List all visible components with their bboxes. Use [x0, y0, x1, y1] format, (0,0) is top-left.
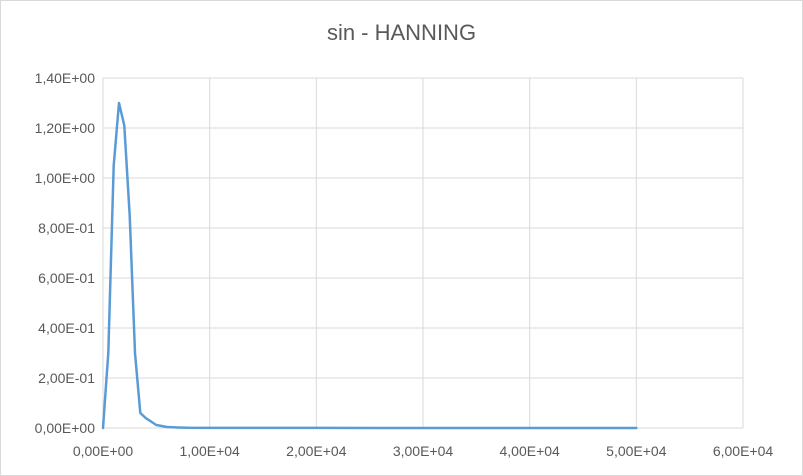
y-tick-label: 1,00E+00	[35, 170, 96, 186]
series-group	[101, 101, 638, 430]
x-tick-label: 6,00E+04	[713, 443, 774, 459]
gridlines	[102, 77, 744, 429]
x-tick-label: 4,00E+04	[499, 443, 560, 459]
chart-title: sin - HANNING	[326, 20, 477, 45]
y-tick-label: 1,20E+00	[35, 120, 96, 136]
series-line	[101, 101, 638, 430]
y-tick-label: 1,40E+00	[35, 70, 96, 86]
y-tick-label: 2,00E-01	[38, 370, 95, 386]
y-tick-label: 0,00E+00	[35, 420, 96, 436]
x-tick-label: 3,00E+04	[393, 443, 454, 459]
x-tick-label: 0,00E+00	[73, 443, 134, 459]
x-axis-tick-labels: 0,00E+00 1,00E+04 2,00E+04 3,00E+04 4,00E+04…	[73, 443, 774, 459]
y-tick-label: 8,00E-01	[38, 220, 95, 236]
x-tick-label: 2,00E+04	[286, 443, 347, 459]
x-tick-label: 1,00E+04	[179, 443, 240, 459]
x-tick-label: 5,00E+04	[606, 443, 667, 459]
y-axis-tick-labels: 0,00E+00 2,00E-01 4,00E-01 6,00E-01 8,00E-01…	[35, 70, 96, 436]
y-tick-label: 4,00E-01	[38, 320, 95, 336]
y-tick-label: 6,00E-01	[38, 270, 95, 286]
